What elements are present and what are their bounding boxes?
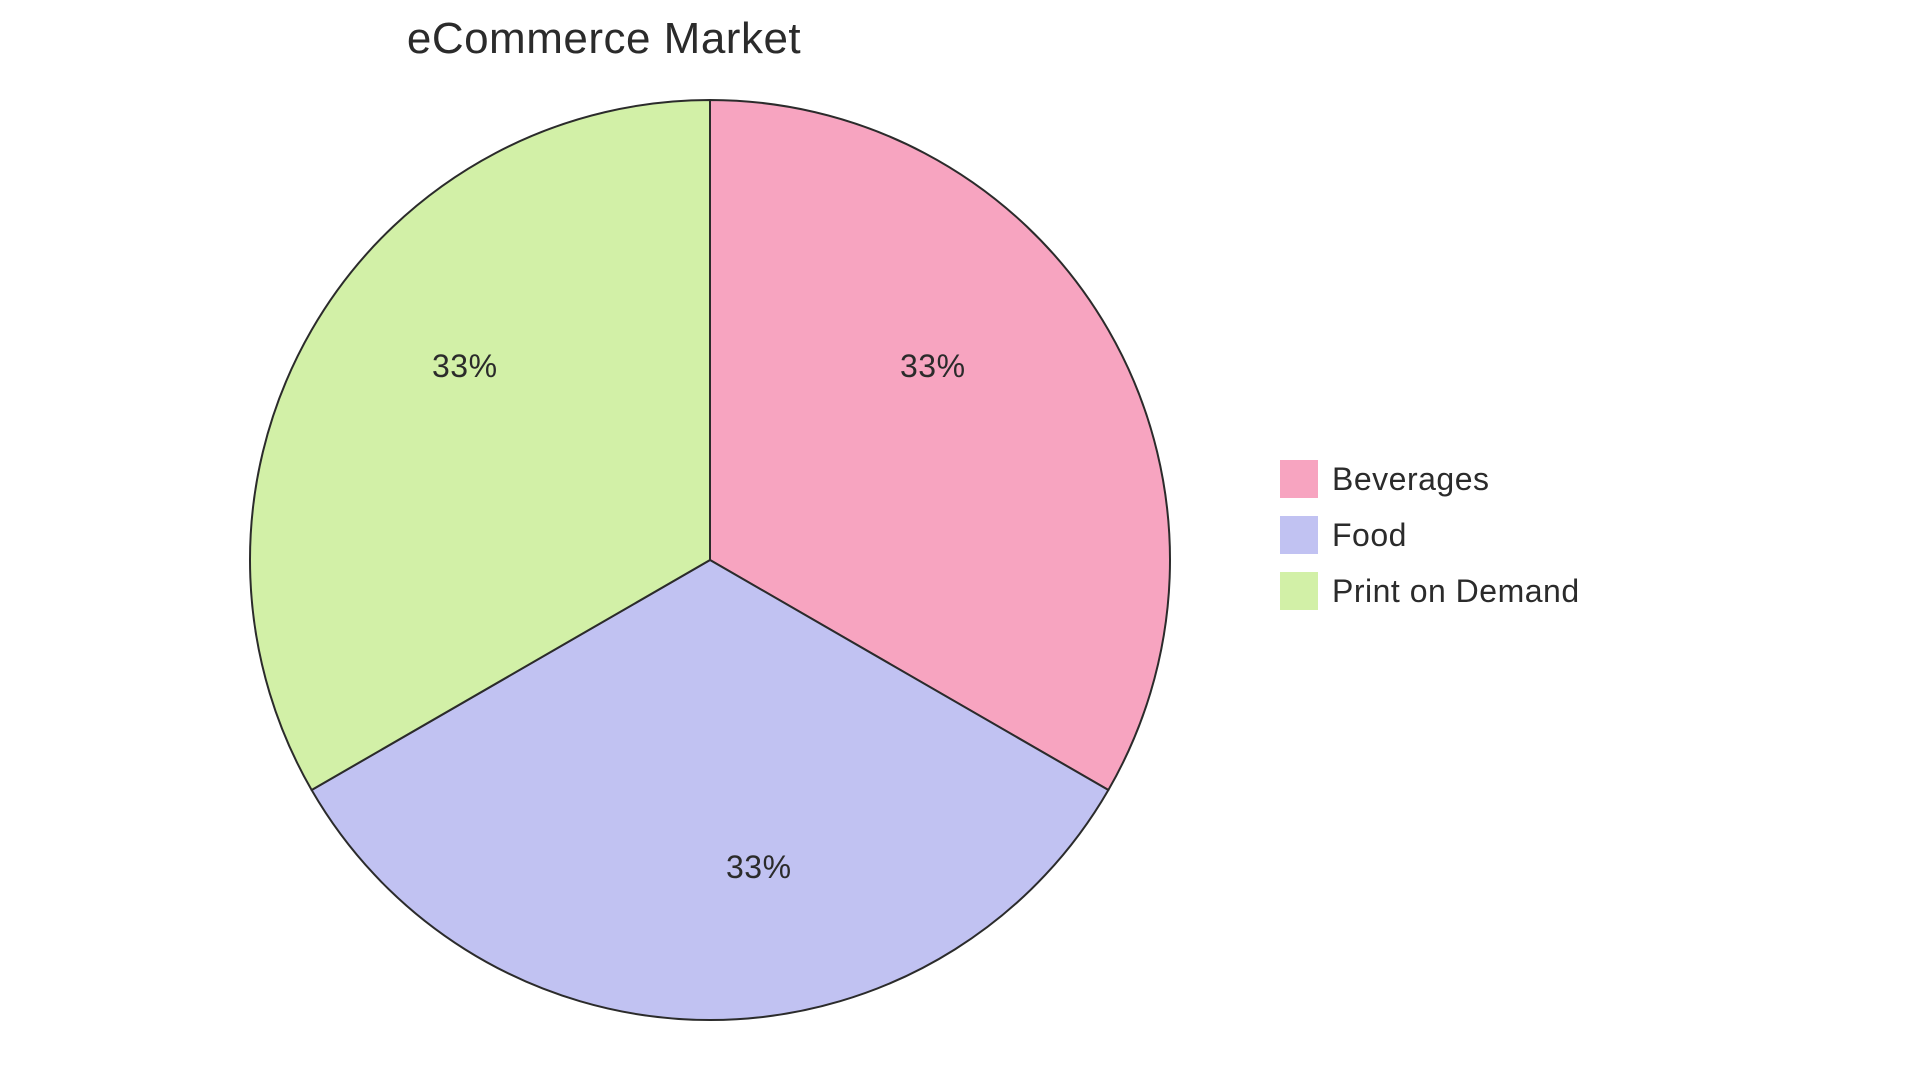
legend-swatch-food (1280, 516, 1318, 554)
legend-label-print-on-demand: Print on Demand (1332, 573, 1580, 610)
slice-label-beverages: 33% (900, 348, 966, 385)
legend-item-beverages: Beverages (1280, 460, 1580, 498)
legend-item-food: Food (1280, 516, 1580, 554)
legend-swatch-beverages (1280, 460, 1318, 498)
legend: Beverages Food Print on Demand (1280, 460, 1580, 610)
pie-chart (240, 90, 1180, 1030)
slice-label-food: 33% (726, 849, 792, 886)
slice-label-print-on-demand: 33% (432, 348, 498, 385)
chart-container: eCommerce Market 33% 33% 33% Beverages F… (0, 0, 1920, 1080)
chart-title: eCommerce Market (0, 14, 1208, 64)
legend-label-food: Food (1332, 517, 1407, 554)
legend-swatch-print-on-demand (1280, 572, 1318, 610)
legend-item-print-on-demand: Print on Demand (1280, 572, 1580, 610)
legend-label-beverages: Beverages (1332, 461, 1489, 498)
